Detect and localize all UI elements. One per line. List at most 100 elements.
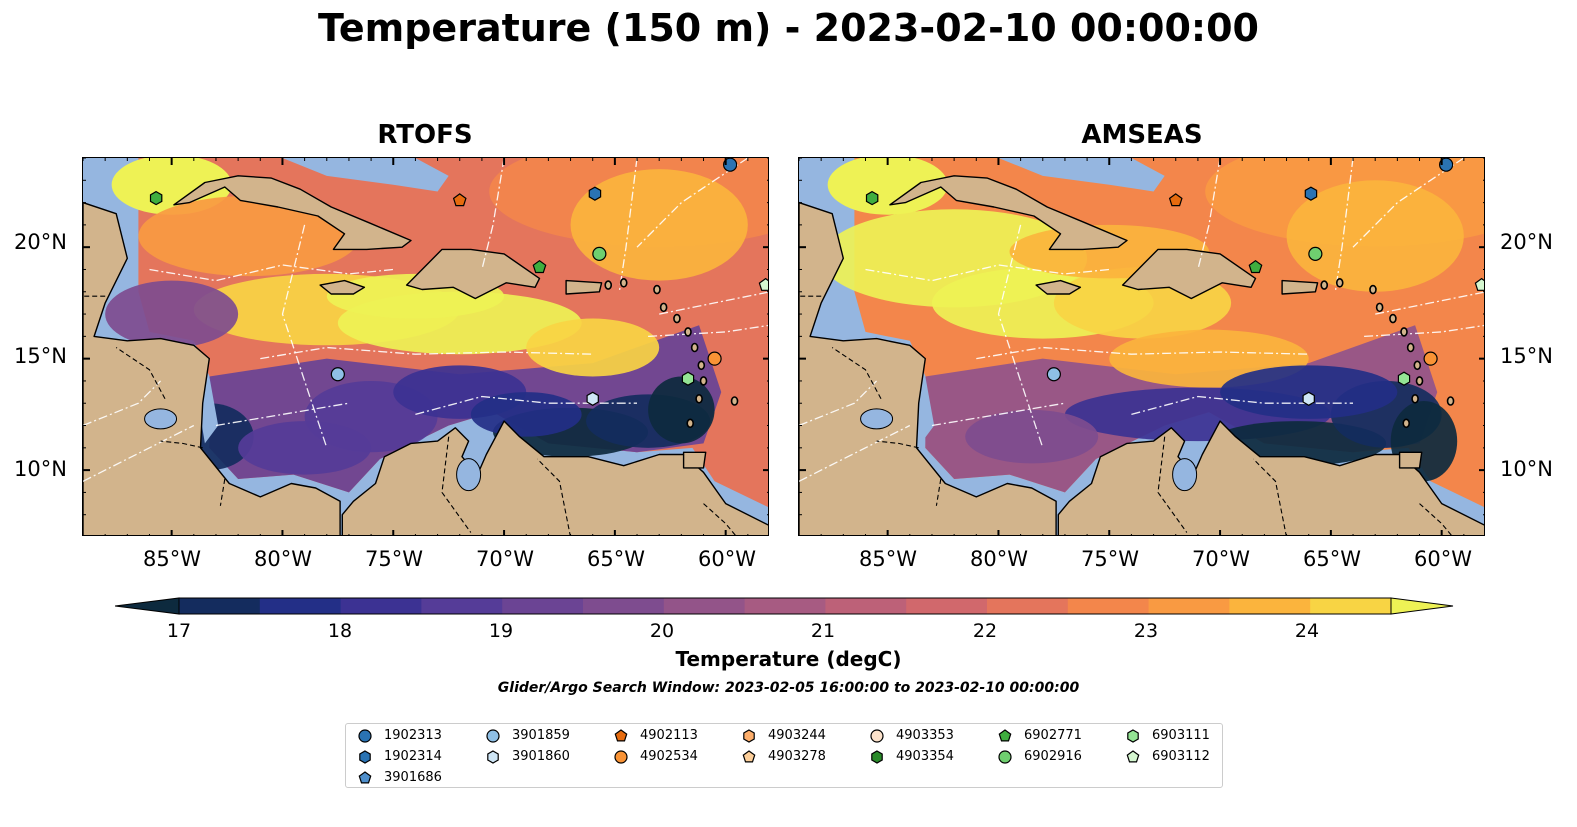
float-marker	[586, 391, 599, 406]
legend-label: 4903244	[768, 728, 826, 743]
island	[1335, 278, 1344, 288]
colorbar-tick: 18	[327, 620, 353, 642]
island	[730, 396, 739, 406]
eez-boundary	[1334, 158, 1354, 292]
land-mass	[341, 420, 768, 535]
float-marker	[1046, 367, 1061, 382]
eez-boundary	[215, 402, 350, 427]
colorbar-bin	[744, 598, 826, 614]
eez-boundary	[618, 158, 638, 292]
legend-marker	[487, 750, 499, 764]
lon-label: 65°W	[1303, 547, 1361, 571]
colorbar-bin	[1148, 598, 1230, 614]
island	[1411, 393, 1419, 404]
legend-label: 3901860	[512, 749, 570, 764]
land-mass	[682, 451, 707, 469]
lat-label-left: 20°N	[14, 230, 67, 254]
legend-marker-icon	[870, 729, 884, 743]
country-border	[441, 436, 472, 533]
lake	[860, 408, 894, 430]
country-border	[876, 440, 919, 449]
temperature-contour	[138, 195, 361, 277]
land-mass	[799, 201, 1057, 535]
legend-marker-icon	[486, 729, 500, 743]
lon-label: 75°W	[1081, 547, 1139, 571]
country-border	[1252, 458, 1287, 535]
eez-boundary	[83, 424, 195, 482]
temperature-contour	[570, 169, 748, 281]
colorbar-bin	[421, 598, 503, 614]
legend-label: 3901686	[384, 770, 442, 785]
search-window-text: Glider/Argo Search Window: 2023-02-05 16…	[497, 680, 1080, 696]
eez-boundary	[83, 380, 162, 427]
legend-label: 1902314	[384, 749, 442, 764]
island	[1446, 396, 1455, 406]
eez-boundary	[799, 380, 878, 427]
colorbar-bin	[259, 598, 342, 614]
island	[686, 418, 695, 429]
island	[659, 302, 668, 313]
temperature-contour	[526, 318, 660, 377]
float-marker	[1168, 193, 1183, 207]
float-marker	[532, 259, 547, 274]
island	[684, 327, 692, 337]
island	[1375, 302, 1384, 313]
country-border	[935, 478, 942, 506]
float-marker	[1439, 158, 1454, 172]
lat-label-left: 10°N	[14, 457, 67, 481]
lat-label-right: 15°N	[1500, 344, 1553, 368]
legend-marker-icon	[998, 729, 1012, 742]
legend-marker	[871, 750, 883, 764]
temperature-contour	[1286, 180, 1464, 292]
legend-marker	[614, 729, 628, 742]
legend-marker-icon	[358, 771, 372, 784]
shallow-shelf	[193, 343, 219, 444]
legend-label: 4903278	[768, 749, 826, 764]
colorbar-bin	[1229, 598, 1311, 614]
float-marker	[681, 371, 695, 386]
lon-label: 80°W	[254, 547, 312, 571]
shallow-shelf	[282, 158, 449, 192]
lake	[1172, 458, 1198, 492]
island	[695, 393, 703, 404]
lon-label: 85°W	[859, 547, 917, 571]
island	[653, 284, 661, 295]
eez-boundary	[281, 224, 328, 449]
country-border	[160, 440, 203, 449]
legend-marker-icon	[358, 729, 372, 743]
eez-boundary	[931, 402, 1066, 427]
country-border	[703, 503, 736, 535]
country-border	[1419, 503, 1452, 535]
lon-label: 85°W	[143, 547, 201, 571]
legend-label: 4902113	[640, 728, 698, 743]
temperature-contour	[965, 409, 1099, 464]
legend-label: 4903354	[896, 749, 954, 764]
float-marker	[1397, 371, 1411, 386]
float-marker	[865, 190, 879, 206]
colorbar-tick: 23	[1133, 620, 1159, 642]
colorbar-bin	[987, 598, 1069, 614]
legend-label: 6903111	[1152, 728, 1210, 743]
colorbar-tick: 19	[488, 620, 514, 642]
lat-label-left: 15°N	[14, 344, 67, 368]
legend-marker	[743, 729, 755, 743]
land-mass	[889, 175, 1128, 251]
legend-marker-icon	[614, 750, 628, 764]
legend: 1902313 1902314 3901686 3901859 3901860 49021…	[345, 723, 1223, 788]
land-mass	[1035, 279, 1082, 295]
eez-boundary	[1131, 395, 1353, 416]
lon-label: 65°W	[587, 547, 645, 571]
island	[699, 376, 708, 386]
lake	[456, 458, 482, 492]
eez-boundary	[481, 158, 505, 270]
float-marker	[1248, 259, 1263, 274]
temperature-contour	[105, 280, 239, 348]
island	[1415, 376, 1424, 386]
temperature-contour	[648, 376, 715, 444]
land-mass	[565, 279, 603, 295]
shallow-shelf	[998, 158, 1165, 192]
legend-label: 6903112	[1152, 749, 1210, 764]
legend-marker	[358, 729, 372, 743]
panel-title-rtofs: RTOFS	[377, 120, 473, 150]
colorbar	[115, 597, 1454, 615]
